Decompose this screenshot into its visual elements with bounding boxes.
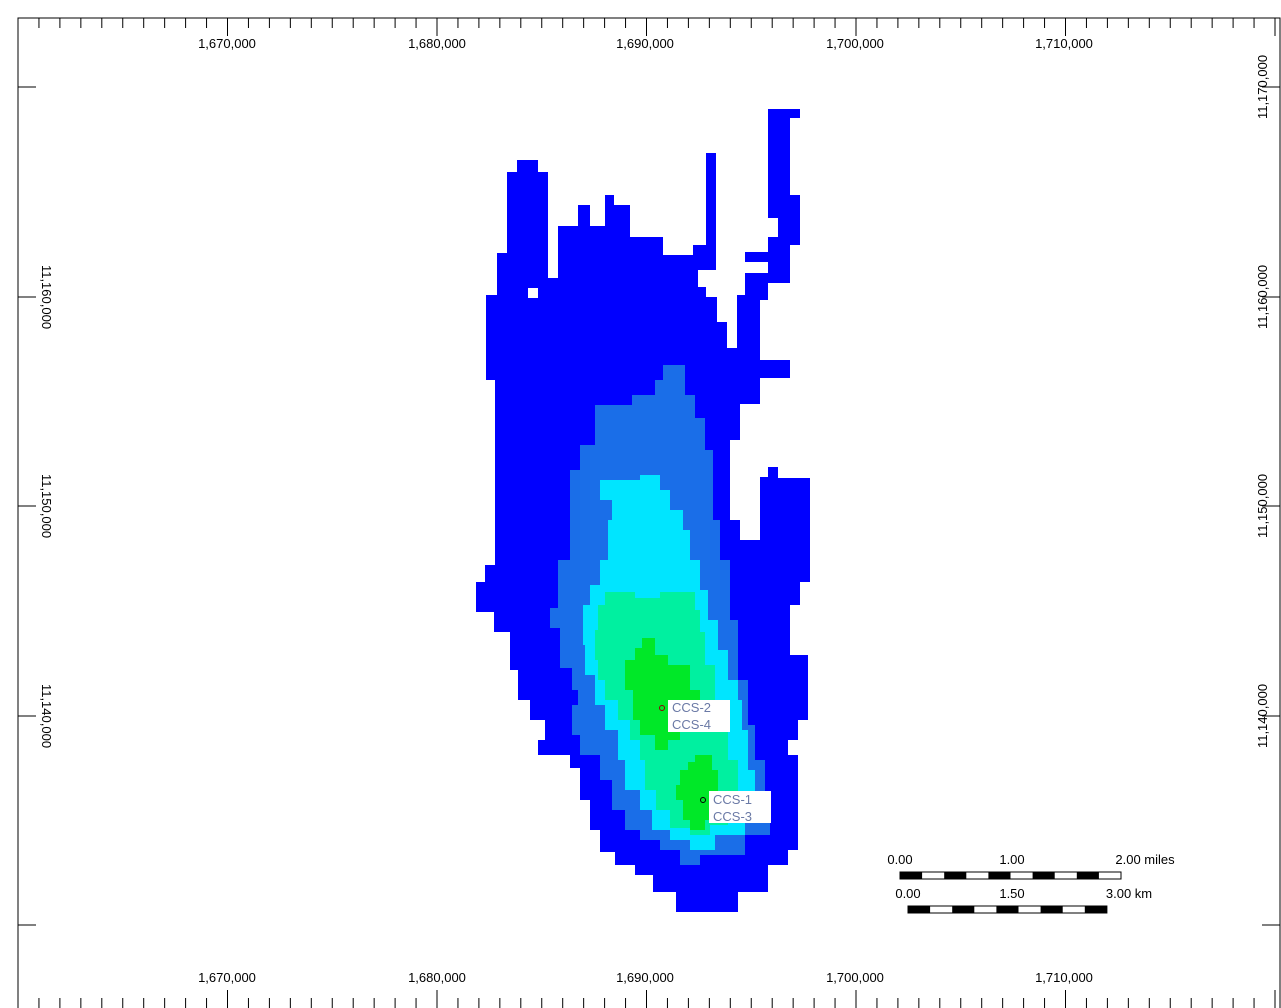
scale-miles-label: 0.00 [887, 852, 912, 867]
plume-holes [730, 404, 768, 540]
y-tick-label: 11,150,000 [1255, 474, 1270, 538]
scale-bar-segment [908, 906, 931, 913]
well-group-ccs-2-4[interactable]: CCS-2 CCS-4 [659, 700, 731, 732]
well-group-ccs-1-3[interactable]: CCS-1 CCS-3 [700, 791, 772, 824]
scale-bar-segment [944, 872, 967, 879]
scale-miles-label: 2.00 miles [1115, 852, 1175, 867]
y-tick-label: 11,140,000 [1255, 684, 1270, 748]
scale-bar-segment [1076, 872, 1099, 879]
x-axis-bottom-labels: 1,670,000 1,680,000 1,690,000 1,700,000 … [198, 970, 1093, 985]
x-tick-label: 1,670,000 [198, 970, 256, 985]
y-tick-label: 11,140,000 [39, 684, 54, 748]
scale-bar-segment [952, 906, 975, 913]
x-axis-top-labels: 1,670,000 1,680,000 1,690,000 1,700,000 … [198, 36, 1093, 51]
y-axis-right-labels: 11,170,000 11,160,000 11,150,000 11,140,… [1255, 55, 1270, 748]
x-tick-label: 1,670,000 [198, 36, 256, 51]
plume-green-core-south [676, 755, 718, 830]
x-tick-label: 1,710,000 [1035, 970, 1093, 985]
plume-gap-east [730, 404, 768, 540]
scale-bar-segment [1040, 906, 1063, 913]
scale-bar-segment [996, 906, 1019, 913]
plume-hole-1 [528, 288, 538, 298]
well-label-background [668, 700, 730, 732]
well-marker[interactable] [659, 705, 665, 711]
x-tick-label: 1,690,000 [616, 36, 674, 51]
x-tick-label: 1,680,000 [408, 36, 466, 51]
well-label: CCS-2 [672, 700, 711, 715]
axis-ticks [17, 18, 1280, 1008]
y-tick-label: 11,160,000 [1255, 265, 1270, 329]
scale-bar-segment [1084, 906, 1107, 913]
y-tick-label: 11,160,000 [39, 265, 54, 329]
x-tick-label: 1,710,000 [1035, 36, 1093, 51]
map-frame [17, 17, 1281, 1008]
well-label: CCS-1 [713, 792, 752, 807]
y-axis-left-labels: 11,160,000 11,150,000 11,140,000 [39, 265, 54, 748]
scale-miles-bar [899, 871, 1122, 880]
y-tick-label: 11,150,000 [39, 474, 54, 538]
well-marker[interactable] [700, 797, 706, 803]
scale-bar-segment [900, 872, 923, 879]
well-label: CCS-4 [672, 717, 711, 732]
scale-km-label: 1.50 [999, 886, 1024, 901]
y-tick-label: 11,170,000 [1255, 55, 1270, 119]
x-tick-label: 1,680,000 [408, 970, 466, 985]
scale-bar-segment [1032, 872, 1055, 879]
x-tick-label: 1,700,000 [826, 36, 884, 51]
well-label: CCS-3 [713, 809, 752, 824]
scale-km-bar [907, 905, 1108, 914]
scale-km-label: 0.00 [895, 886, 920, 901]
scale-bar: 0.00 1.00 2.00 miles 0.00 1.50 3.00 km [887, 852, 1175, 914]
scale-miles-label: 1.00 [999, 852, 1024, 867]
scale-km-label: 3.00 km [1106, 886, 1152, 901]
x-tick-label: 1,690,000 [616, 970, 674, 985]
well-label-background [709, 791, 771, 823]
x-tick-label: 1,700,000 [826, 970, 884, 985]
scale-bar-segment [988, 872, 1011, 879]
